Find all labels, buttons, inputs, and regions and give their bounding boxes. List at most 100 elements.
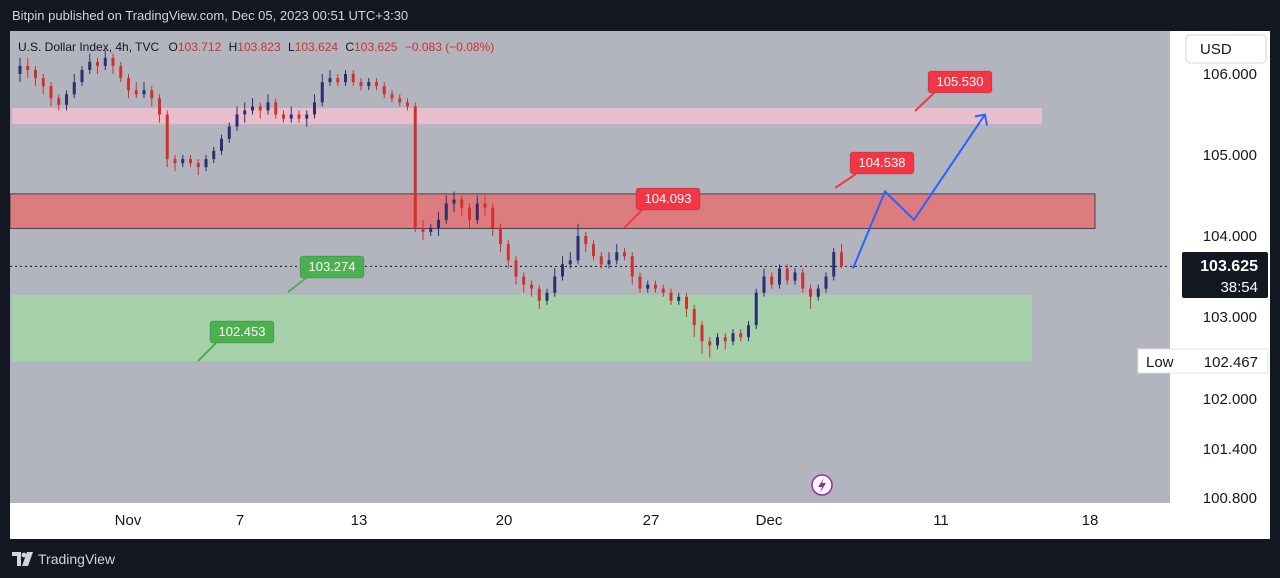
candle-body <box>840 252 843 267</box>
candle <box>692 304 696 338</box>
candle-body <box>134 90 138 95</box>
candle-body <box>351 74 355 83</box>
low-label: L <box>288 40 295 54</box>
candle <box>816 284 820 301</box>
candle <box>599 252 603 269</box>
candle <box>723 333 727 350</box>
time-axis <box>10 503 1270 539</box>
candle-body <box>754 292 758 326</box>
candle <box>731 329 735 346</box>
candle-body <box>119 65 123 79</box>
candle <box>437 211 440 236</box>
candle-body <box>545 292 549 301</box>
candle-body <box>700 325 704 342</box>
candle-body <box>266 102 270 111</box>
candle-body <box>708 341 712 346</box>
candle-body <box>189 159 192 164</box>
price-callout: 104.093 <box>623 187 701 229</box>
brand-name: TradingView <box>38 551 116 567</box>
time-tick-label: 7 <box>236 512 244 529</box>
resistance-zone <box>9 193 1096 229</box>
candle-body <box>127 78 130 91</box>
candle-body <box>274 102 278 115</box>
callout-leader <box>287 277 307 293</box>
candle <box>274 98 278 119</box>
currency-box[interactable] <box>1185 34 1267 64</box>
last-price-badge: 103.625 38:54 <box>1182 252 1268 298</box>
candle-body <box>103 57 107 66</box>
candle <box>351 69 355 87</box>
candle-body <box>747 325 750 338</box>
candle-body <box>65 94 68 105</box>
candle-body <box>158 98 161 115</box>
candle <box>212 146 216 164</box>
candle <box>677 292 681 305</box>
candle <box>398 94 402 107</box>
candle-body <box>289 114 293 119</box>
candle-body <box>49 86 53 99</box>
candle-body <box>801 272 805 289</box>
close-value: 103.625 <box>354 40 398 54</box>
candle <box>754 288 758 330</box>
candle <box>18 57 22 83</box>
candle-body <box>615 252 619 261</box>
candle <box>809 284 812 309</box>
callout-leader <box>914 92 935 112</box>
candle <box>429 223 433 236</box>
candle <box>824 272 828 293</box>
open-value: 103.712 <box>177 40 222 54</box>
candle-body <box>173 159 177 164</box>
candle-body <box>320 82 324 103</box>
candle <box>522 272 526 293</box>
candle <box>421 219 425 241</box>
candle <box>375 78 378 91</box>
flash-icon[interactable] <box>811 474 833 496</box>
candle-body <box>375 82 378 87</box>
candle <box>235 106 239 131</box>
chart-svg[interactable]: 105.530 104.538 104.093 103.274 102.453 106.… <box>9 31 1270 539</box>
time-tick-label: 13 <box>351 512 368 529</box>
callout-leader <box>197 342 217 362</box>
candle <box>134 82 138 99</box>
candle-body <box>196 163 200 168</box>
candle-body <box>553 276 557 293</box>
candle <box>158 94 161 123</box>
callout-label: 102.453 <box>219 324 266 339</box>
callout-label: 104.538 <box>859 155 906 170</box>
price-tick-label: 103.000 <box>1203 309 1257 326</box>
candle-body <box>150 90 154 99</box>
candle-body <box>506 244 510 261</box>
candle-body <box>483 203 487 208</box>
plot-background <box>10 31 1170 503</box>
candle-body <box>669 292 673 301</box>
publisher-line: Bitpin published on TradingView.com, Dec… <box>12 8 409 23</box>
candle <box>96 57 99 74</box>
callout-box <box>209 320 275 344</box>
candle-body <box>258 106 262 111</box>
candle-body <box>475 203 479 220</box>
target-zone <box>12 108 1042 125</box>
candle-body <box>514 260 518 277</box>
candle <box>390 90 394 103</box>
symbol-header: U.S. Dollar Index, 4h, TVC O103.712 H103… <box>18 40 494 54</box>
tradingview-logo[interactable]: TradingView <box>12 551 115 567</box>
candle-body <box>305 114 309 119</box>
candle <box>382 82 386 99</box>
candle <box>661 284 665 297</box>
chart-area[interactable]: 105.530 104.538 104.093 103.274 102.453 106.… <box>9 31 1270 539</box>
candle <box>49 82 53 107</box>
candle-body <box>630 256 634 277</box>
candle <box>41 74 45 95</box>
callout-leader <box>623 209 643 229</box>
candle-body <box>429 227 433 232</box>
candle <box>26 57 30 79</box>
candle-body <box>809 288 812 297</box>
currency-selector[interactable]: USD <box>1185 34 1267 64</box>
candle <box>328 69 332 87</box>
low-value: 103.624 <box>294 40 339 54</box>
time-tick-label: 20 <box>496 512 513 529</box>
callout-leader <box>834 173 857 189</box>
candle <box>406 98 409 111</box>
candle-body <box>235 114 239 127</box>
candle <box>638 272 642 293</box>
